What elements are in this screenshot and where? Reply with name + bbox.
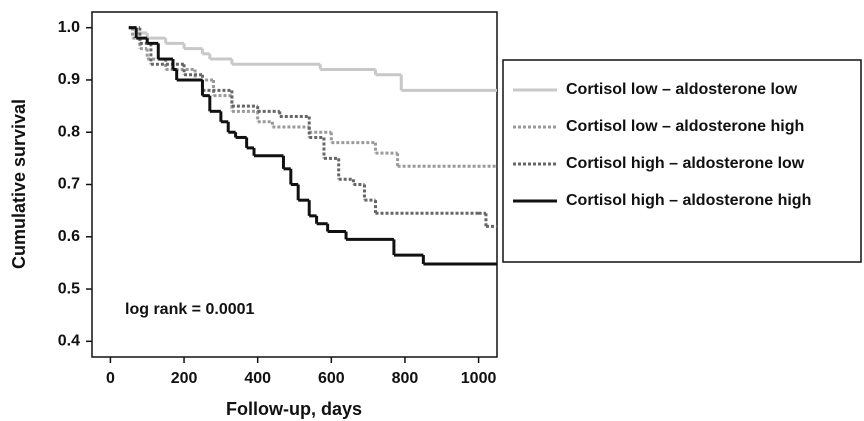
legend-label: Cortisol low – aldosterone low: [566, 81, 798, 98]
y-tick-label: 0.7: [58, 176, 80, 193]
x-tick-label: 1000: [461, 370, 497, 387]
legend-box: [502, 59, 862, 263]
legend-label: Cortisol high – aldosterone high: [566, 192, 811, 209]
y-tick-label: 0.9: [58, 71, 80, 88]
x-tick-label: 0: [106, 370, 115, 387]
annotation: log rank = 0.0001: [125, 301, 255, 318]
x-tick-label: 600: [318, 370, 345, 387]
y-tick-label: 0.4: [58, 333, 80, 350]
x-tick-label: 400: [244, 370, 271, 387]
y-tick-label: 0.6: [58, 228, 80, 245]
legend-label: Cortisol high – aldosterone low: [566, 155, 805, 172]
x-axis-label: Follow-up, days: [226, 399, 362, 419]
x-tick-label: 200: [171, 370, 198, 387]
x-tick-label: 800: [392, 370, 419, 387]
y-tick-label: 1.0: [58, 19, 80, 36]
y-tick-label: 0.8: [58, 123, 80, 140]
legend-label: Cortisol low – aldosterone high: [566, 118, 804, 135]
y-axis-label: Cumulative survival: [9, 99, 29, 269]
y-tick-label: 0.5: [58, 280, 80, 297]
